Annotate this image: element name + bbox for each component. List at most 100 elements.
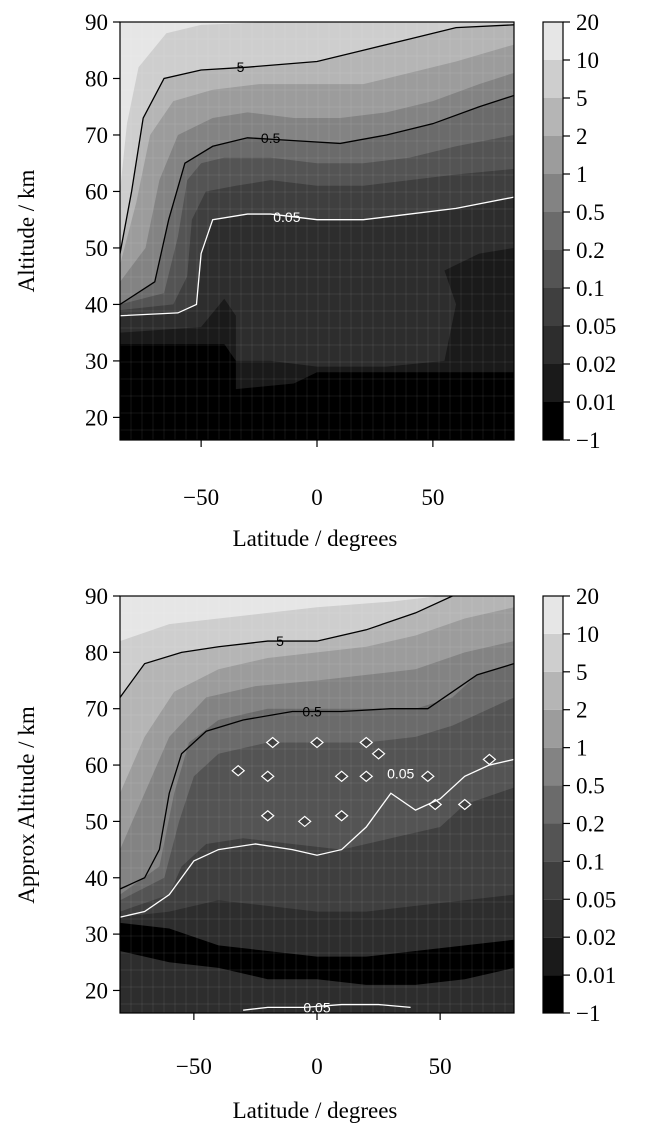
colorbar-swatch (543, 326, 563, 364)
y-tick-label: 50 (85, 809, 108, 834)
contour-line-0.05 (120, 758, 514, 918)
x-axis-label: Latitude / degrees (233, 1098, 398, 1123)
contour-line-0.05 (120, 196, 514, 317)
contour-label: 0.05 (387, 766, 414, 782)
chart-2: 5 0.5 0.05 0.05 20 30 40 50 60 70 80 90 −50 0 50 Latitu… (14, 584, 616, 1123)
colorbar-swatch (543, 98, 563, 136)
colorbar-swatch (543, 709, 563, 748)
colorbar-swatch (543, 823, 563, 862)
y-tick-label: 60 (85, 179, 108, 204)
colorbar-label: 1 (576, 162, 588, 187)
y-tick-label: 20 (85, 405, 108, 430)
colorbar-swatch (543, 785, 563, 824)
colorbar-swatch (543, 975, 563, 1013)
colorbar-frame (542, 21, 564, 441)
y-tick-label: 20 (85, 978, 108, 1003)
contour-island (371, 748, 386, 760)
band-5 (120, 596, 514, 698)
x-tick-label: 50 (421, 485, 444, 510)
contour-label: 0.5 (261, 130, 281, 146)
colorbar-swatch (543, 402, 563, 440)
plot-area: 5 0.5 0.05 0.05 (120, 596, 514, 1015)
colorbar-swatch (543, 136, 563, 174)
y-tick-label: 50 (85, 236, 108, 261)
colorbar-label: 2 (576, 698, 588, 723)
contour-island (265, 736, 280, 749)
contour-island (359, 736, 374, 749)
colorbar-label: 20 (576, 10, 599, 35)
x-tick-label: 0 (311, 485, 323, 510)
contour-label: 0.5 (302, 704, 322, 720)
colorbar-label: 5 (576, 86, 588, 111)
contour-line-5 (120, 24, 514, 254)
contour-island (457, 798, 472, 811)
contour-line-0.05 (243, 1003, 411, 1011)
colorbar-swatch (543, 937, 563, 976)
colorbar-label: 0.1 (576, 849, 605, 874)
colorbar-label: 10 (576, 48, 599, 73)
y-axis-label: Altitude / km (14, 170, 39, 293)
colorbar-swatch (543, 596, 563, 634)
grid-texture (120, 596, 514, 1013)
y-tick-label: 30 (85, 349, 108, 374)
contour-label: 0.05 (303, 999, 330, 1015)
contour-island (482, 753, 497, 766)
y-tick-label: 90 (85, 10, 108, 35)
colorbar-label: 0.2 (576, 238, 605, 263)
colorbar-swatch (543, 22, 563, 60)
grid-texture (120, 22, 514, 440)
colorbar: 20 10 5 2 1 0.5 0.2 0.1 0.05 0.02 0.01 −1 (542, 584, 616, 1026)
x-tick-label: −50 (176, 1054, 212, 1079)
y-tick-label: 60 (85, 753, 108, 778)
colorbar-label: −1 (576, 1001, 600, 1026)
contour-island (297, 815, 312, 828)
band-10 (120, 22, 514, 192)
colorbar-swatch (543, 250, 563, 288)
x-tick-label: 50 (429, 1054, 452, 1079)
x-tick-label: 0 (311, 1054, 323, 1079)
colorbar-label: 2 (576, 124, 588, 149)
band-10 (120, 596, 514, 642)
contour-label: 0.05 (273, 209, 300, 225)
colorbar-label: −1 (576, 428, 600, 453)
y-tick-label: 90 (85, 584, 108, 609)
colorbar-label: 0.2 (576, 811, 605, 836)
y-tick-label: 70 (85, 697, 108, 722)
y-tick-label: 80 (85, 640, 108, 665)
colorbar-swatch (543, 288, 563, 326)
contour-island (359, 770, 374, 783)
y-tick-label: 40 (85, 866, 108, 891)
colorbar-frame (542, 595, 564, 1014)
colorbar-label: 0.05 (576, 314, 616, 339)
colorbar-swatch (543, 212, 563, 250)
contour-label: 5 (237, 59, 245, 75)
colorbar-label: 0.01 (576, 390, 616, 415)
colorbar-swatch (543, 174, 563, 212)
colorbar-swatch (543, 364, 563, 402)
colorbar-label: 20 (576, 584, 599, 609)
contour-island (260, 809, 275, 822)
colorbar-label: 0.5 (576, 774, 605, 799)
y-tick-label: 40 (85, 292, 108, 317)
colorbar-label: 0.02 (576, 352, 616, 377)
contour-island (260, 770, 275, 783)
colorbar-swatch (543, 747, 563, 786)
colorbar-label: 0.05 (576, 887, 616, 912)
y-tick-label: 80 (85, 66, 108, 91)
colorbar-label: 0.01 (576, 963, 616, 988)
y-tick-label: 70 (85, 123, 108, 148)
contour-line-0.5 (120, 94, 514, 305)
contour-island (231, 764, 246, 777)
contour-line-5 (120, 596, 453, 698)
colorbar-swatch (543, 861, 563, 900)
plot-area: 5 0.5 0.05 (120, 22, 514, 440)
contour-island (334, 809, 349, 822)
colorbar-label: 0.1 (576, 276, 605, 301)
colorbar-swatch (543, 671, 563, 710)
x-axis-label: Latitude / degrees (233, 526, 398, 551)
colorbar-label: 1 (576, 736, 588, 761)
contour-label: 5 (276, 633, 284, 649)
colorbar-label: 10 (576, 622, 599, 647)
band-2 (120, 22, 514, 265)
